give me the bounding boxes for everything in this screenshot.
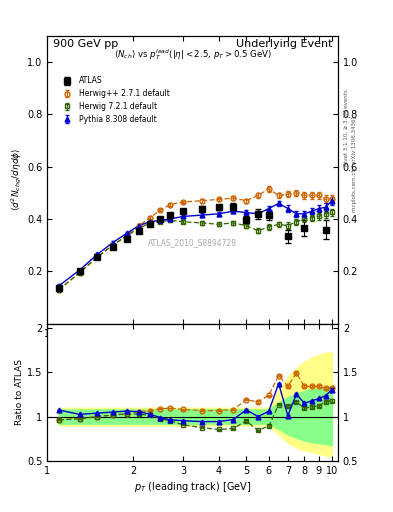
X-axis label: $p_T$ (leading track) [GeV]: $p_T$ (leading track) [GeV] — [134, 480, 251, 494]
Text: Underlying Event: Underlying Event — [236, 39, 332, 49]
Y-axis label: $\langle d^2 N_{chg}/d\eta d\phi \rangle$: $\langle d^2 N_{chg}/d\eta d\phi \rangle… — [10, 148, 24, 211]
Text: ATLAS_2010_S8894728: ATLAS_2010_S8894728 — [148, 239, 237, 248]
Y-axis label: Ratio to ATLAS: Ratio to ATLAS — [15, 359, 24, 425]
Text: mcplots.cern.ch [arXiv:1306.3436]: mcplots.cern.ch [arXiv:1306.3436] — [352, 116, 357, 211]
Legend: ATLAS, Herwig++ 2.7.1 default, Herwig 7.2.1 default, Pythia 8.308 default: ATLAS, Herwig++ 2.7.1 default, Herwig 7.… — [57, 74, 172, 126]
Text: 900 GeV pp: 900 GeV pp — [53, 39, 118, 49]
Text: Rivet 3.1.10, ≥ 3.3M events: Rivet 3.1.10, ≥ 3.3M events — [344, 90, 349, 166]
Text: $\langle N_{ch}\rangle$ vs $p_T^{lead}$($|\eta| < 2.5$, $p_T > 0.5$ GeV): $\langle N_{ch}\rangle$ vs $p_T^{lead}$(… — [114, 47, 272, 62]
